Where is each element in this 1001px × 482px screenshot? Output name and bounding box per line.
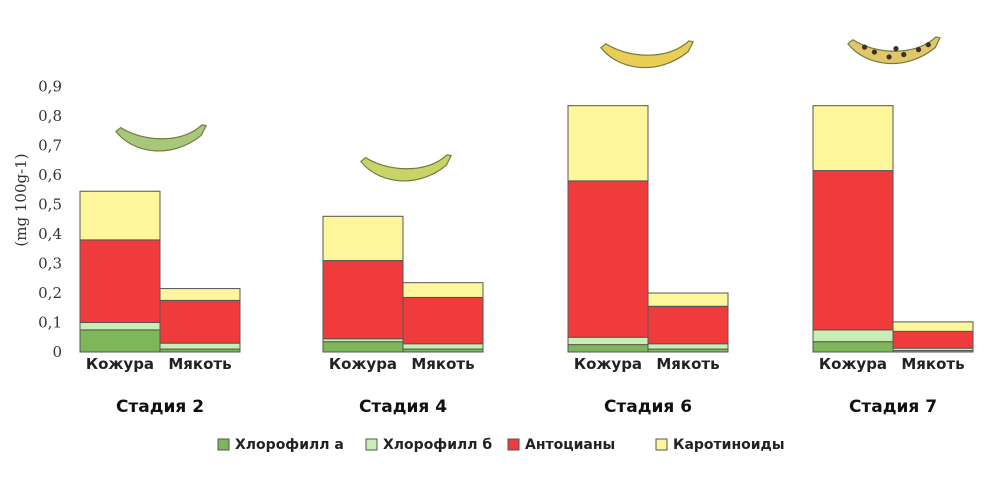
bar-segment — [567, 180, 649, 338]
legend-label: Каротиноиды — [673, 437, 785, 453]
bar-category-label: Мякоть — [656, 355, 719, 373]
bar-segment — [812, 170, 894, 331]
bar-segment — [159, 299, 241, 344]
bar-segment — [159, 288, 241, 301]
y-tick-label: 0,8 — [38, 107, 62, 125]
bar-segment — [812, 341, 894, 353]
legend-item: Каротиноиды — [655, 437, 785, 453]
y-tick-label: 0,2 — [38, 284, 62, 302]
bar-segment — [79, 329, 161, 353]
legend-item: Антоцианы — [507, 437, 615, 453]
bar-segment — [812, 105, 894, 172]
y-tick-label: 0,6 — [38, 166, 62, 184]
y-tick-label: 0,4 — [38, 225, 62, 243]
bar-category-label: Кожура — [329, 355, 397, 373]
banana-spot — [915, 47, 922, 53]
bar-segment — [159, 342, 241, 350]
bar-segment — [892, 330, 974, 349]
y-tick-label: 0 — [52, 343, 62, 361]
banana-illustrations — [115, 36, 941, 182]
bar-segment — [322, 341, 404, 353]
legend-item: Хлорофилл а — [217, 437, 344, 453]
legend-item: Хлорофилл б — [365, 437, 492, 453]
legend-swatch — [217, 438, 230, 451]
bar-segment — [79, 322, 161, 331]
banana-spot — [893, 46, 899, 52]
legend-label: Хлорофилл а — [235, 437, 344, 453]
banana-spot — [886, 54, 892, 60]
bar-category-label: Кожура — [574, 355, 642, 373]
bar-segment — [567, 336, 649, 346]
bar-category-label: Мякоть — [901, 355, 964, 373]
spotted-banana-icon — [847, 36, 941, 65]
stage-label: Стадия 4 — [359, 397, 447, 417]
bar-segment — [322, 260, 404, 340]
bar-segment — [79, 239, 161, 323]
bar-segment — [79, 190, 161, 241]
bar-segment — [647, 292, 729, 307]
bar-segment — [402, 343, 484, 350]
legend: Хлорофилл а Хлорофилл б Антоцианы Каротинои… — [217, 437, 785, 453]
legend-swatch — [507, 438, 520, 451]
bar-category-label: Мякоть — [411, 355, 474, 373]
stage-label: Стадия 7 — [849, 397, 937, 417]
bar-segment — [892, 321, 974, 332]
bars — [79, 105, 974, 353]
stage-label: Стадия 2 — [116, 397, 204, 417]
y-axis: 0 0,1 0,2 0,3 0,4 0,5 0,6 0,7 0,8 0,9 (mg 100g-1) — [12, 78, 62, 362]
y-tick-label: 0,3 — [38, 255, 62, 273]
yellow-banana-icon — [600, 40, 694, 69]
category-labels: Кожура Мякоть Стадия 2 Кожура Мякоть Стадия 4… — [86, 355, 965, 417]
bar-segment — [812, 329, 894, 343]
y-axis-label: (mg 100g-1) — [12, 153, 30, 246]
y-tick-label: 0,7 — [38, 137, 62, 155]
bar-segment — [322, 215, 404, 262]
bar-segment — [647, 305, 729, 345]
y-tick-label: 0,9 — [38, 78, 62, 96]
legend-label: Антоцианы — [525, 437, 615, 453]
stage-label: Стадия 6 — [604, 397, 692, 417]
legend-label: Хлорофилл б — [383, 437, 492, 453]
banana-spot — [862, 44, 868, 50]
bar-segment — [647, 343, 729, 350]
banana-spot — [925, 42, 931, 48]
y-tick-label: 0,1 — [38, 314, 62, 332]
bar-category-label: Кожура — [819, 355, 887, 373]
banana-spot — [871, 49, 878, 55]
green-banana-icon — [115, 124, 207, 152]
bar-segment — [567, 344, 649, 353]
legend-swatch — [365, 438, 378, 451]
bar-segment — [567, 105, 649, 182]
green-yellow-banana-icon — [360, 154, 452, 182]
bar-segment — [402, 282, 484, 298]
y-tick-label: 0,5 — [38, 196, 62, 214]
bar-segment — [402, 296, 484, 345]
banana-spot — [901, 51, 907, 58]
bar-category-label: Мякоть — [168, 355, 231, 373]
bar-category-label: Кожура — [86, 355, 154, 373]
legend-swatch — [655, 438, 668, 451]
